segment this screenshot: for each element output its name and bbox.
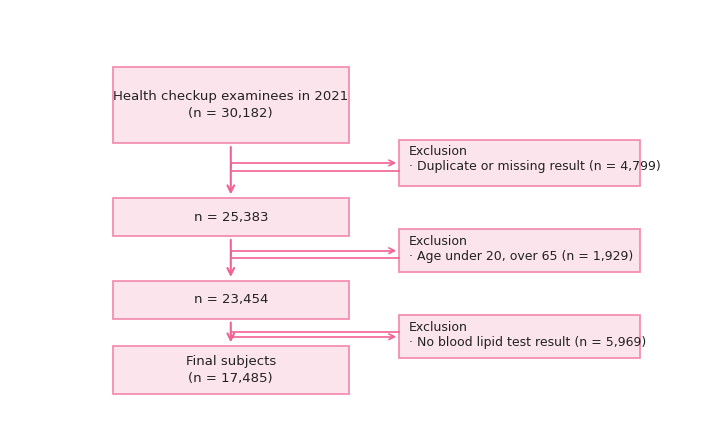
FancyBboxPatch shape [113,67,349,143]
Text: n = 25,383: n = 25,383 [193,211,268,224]
Text: (n = 17,485): (n = 17,485) [188,372,273,385]
FancyBboxPatch shape [113,281,349,319]
Text: · Age under 20, over 65 (n = 1,929): · Age under 20, over 65 (n = 1,929) [409,249,634,262]
Text: n = 23,454: n = 23,454 [193,293,268,306]
Text: Health checkup examinees in 2021: Health checkup examinees in 2021 [113,90,348,103]
FancyBboxPatch shape [113,346,349,394]
Text: Final subjects: Final subjects [185,355,276,368]
Text: (n = 30,182): (n = 30,182) [188,107,273,120]
Text: Exclusion: Exclusion [409,235,468,248]
FancyBboxPatch shape [399,229,641,272]
FancyBboxPatch shape [399,315,641,358]
Text: · No blood lipid test result (n = 5,969): · No blood lipid test result (n = 5,969) [409,336,647,349]
Text: · Duplicate or missing result (n = 4,799): · Duplicate or missing result (n = 4,799… [409,160,661,173]
FancyBboxPatch shape [399,139,641,186]
Text: Exclusion: Exclusion [409,145,468,158]
Text: Exclusion: Exclusion [409,321,468,334]
FancyBboxPatch shape [113,198,349,236]
